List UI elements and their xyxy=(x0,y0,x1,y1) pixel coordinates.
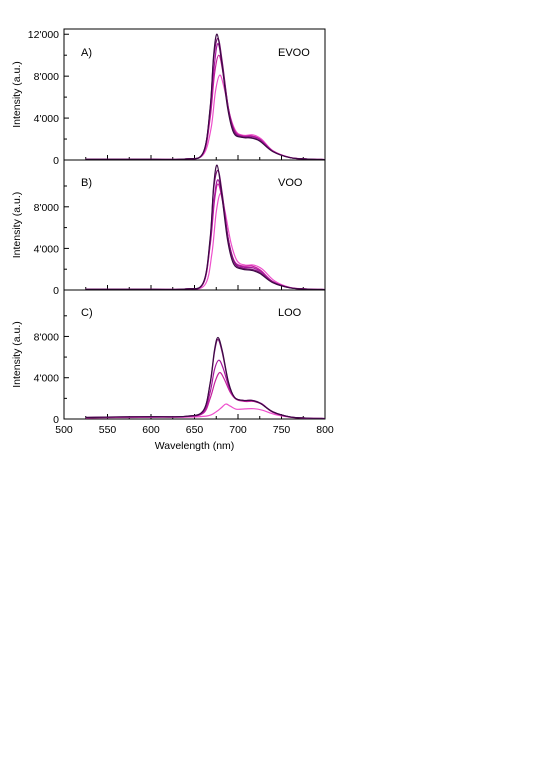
panel-label: A) xyxy=(81,47,92,59)
y-tick-label: 8'000 xyxy=(34,202,60,214)
x-tick-label: 600 xyxy=(142,424,160,436)
x-tick-label: 750 xyxy=(273,424,291,436)
y-tick-label: 8'000 xyxy=(34,331,60,343)
y-axis-title: Intensity (a.u.) xyxy=(11,321,23,388)
x-tick-label: 650 xyxy=(186,424,204,436)
y-tick-label: 4'000 xyxy=(34,113,60,125)
series-line xyxy=(85,336,325,419)
series-line xyxy=(85,359,325,419)
x-axis-title: Wavelength (nm) xyxy=(155,440,235,452)
sample-label: VOO xyxy=(278,177,303,189)
series-line xyxy=(85,43,325,160)
y-tick-label: 4'000 xyxy=(34,373,60,385)
series-line xyxy=(85,371,325,419)
y-axis-title: Intensity (a.u.) xyxy=(11,192,23,259)
y-tick-label: 4'000 xyxy=(34,243,60,255)
panel-evoo: 0 4'000 8'000 12'000 Intensity (a.u.) A) EVOO xyxy=(11,28,326,167)
y-tick-label: 12'000 xyxy=(28,29,59,41)
panel-loo: 0 4'000 8'000 500 550 600 650 700 750 800 Intensit… xyxy=(11,289,334,452)
series-line xyxy=(85,33,325,160)
x-tick-label: 500 xyxy=(55,424,73,436)
y-tick-label: 8'000 xyxy=(34,71,60,83)
x-tick-label: 700 xyxy=(229,424,247,436)
panel-label: B) xyxy=(81,177,92,189)
y-tick-label: 0 xyxy=(53,285,59,297)
y-tick-label: 0 xyxy=(53,155,59,167)
y-axis-title: Intensity (a.u.) xyxy=(11,61,23,128)
y-tick-label: 0 xyxy=(53,414,59,426)
series-line xyxy=(85,164,325,290)
panel-label: C) xyxy=(81,307,93,319)
x-tick-label: 800 xyxy=(316,424,334,436)
sample-label: LOO xyxy=(278,307,302,319)
x-tick-label: 550 xyxy=(99,424,117,436)
sample-label: EVOO xyxy=(278,47,310,59)
panel-voo: 0 4'000 8'000 Intensity (a.u.) B) VOO xyxy=(11,159,326,297)
